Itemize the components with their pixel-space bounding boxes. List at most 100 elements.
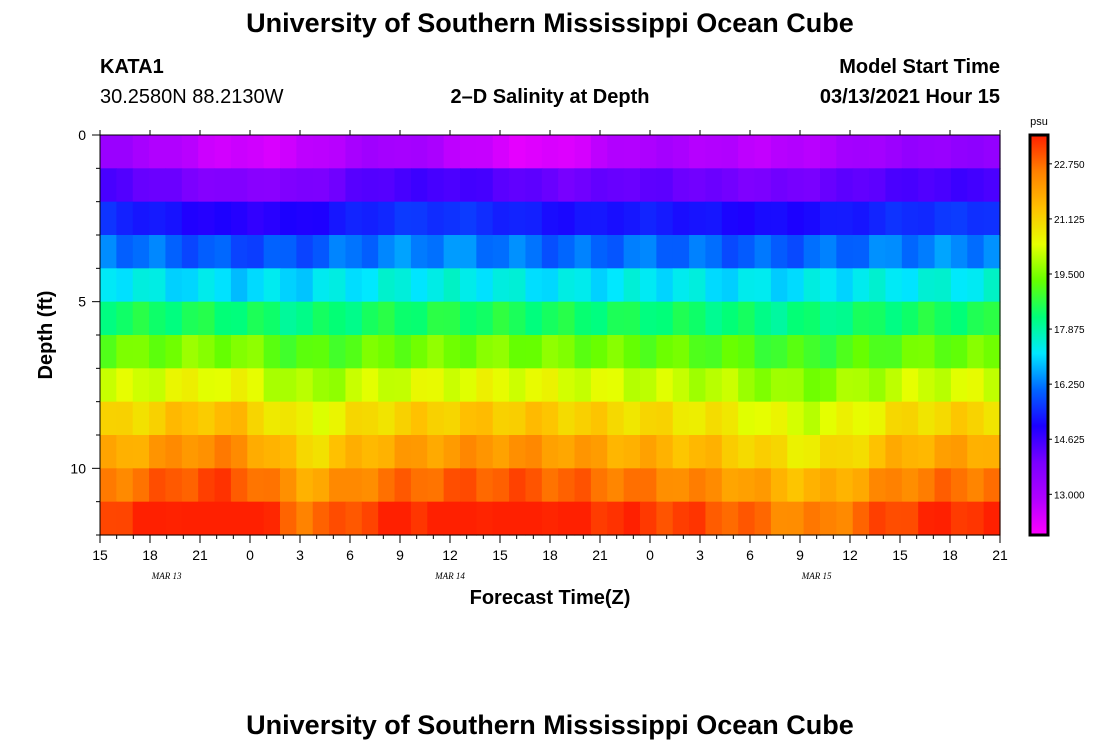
heatmap-cell: [476, 235, 494, 269]
heatmap-cell: [852, 301, 870, 336]
heatmap-cell: [983, 301, 1001, 336]
heatmap-cell: [590, 135, 608, 169]
heatmap-cell: [754, 201, 772, 236]
heatmap-cell: [640, 335, 657, 369]
heatmap-cell: [132, 401, 150, 436]
heatmap-cell: [165, 168, 183, 203]
heatmap-cell: [640, 468, 657, 503]
heatmap-cell: [721, 501, 739, 536]
x-tick-label: 21: [592, 547, 608, 563]
heatmap-cell: [607, 368, 625, 403]
heatmap-cell: [689, 468, 707, 503]
heatmap-cell: [410, 501, 428, 536]
heatmap-cell: [967, 335, 985, 369]
heatmap-cell: [672, 135, 690, 169]
heatmap-cell: [656, 401, 674, 436]
heatmap-cell: [803, 468, 821, 503]
date-label: MAR 14: [434, 571, 465, 581]
heatmap-cell: [672, 501, 690, 536]
heatmap-cell: [689, 435, 707, 469]
heatmap-cell: [934, 268, 952, 303]
x-tick-label: 0: [646, 547, 654, 563]
heatmap-cell: [803, 301, 821, 336]
x-tick-label: 0: [246, 547, 254, 563]
heatmap-cell: [410, 401, 428, 436]
heatmap-cell: [983, 335, 1001, 369]
heatmap-cell: [410, 301, 428, 336]
heatmap-cell: [672, 335, 690, 369]
heatmap-cell: [525, 401, 543, 436]
heatmap-cell: [149, 268, 167, 303]
heatmap-cell: [427, 235, 445, 269]
heatmap-cell: [181, 435, 199, 469]
heatmap-cell: [214, 435, 232, 469]
heatmap-cell: [296, 301, 314, 336]
heatmap-cell: [983, 135, 1001, 169]
heatmap-cell: [918, 235, 936, 269]
x-tick-label: 18: [542, 547, 558, 563]
colorbar-tick-label: 14.625: [1054, 435, 1085, 446]
heatmap-cell: [770, 201, 788, 236]
heatmap-cell: [590, 168, 608, 203]
heatmap-cell: [852, 135, 870, 169]
heatmap-cell: [901, 168, 919, 203]
heatmap-cell: [901, 435, 919, 469]
colorbar: psu 13.000 14.625 16.250 17.875 19.500 21.125 2…: [1028, 116, 1085, 537]
heatmap-cell: [574, 268, 592, 303]
heatmap-cell: [738, 401, 756, 436]
heatmap-cell: [476, 268, 494, 303]
heatmap-cell: [901, 335, 919, 369]
heatmap-cell: [312, 201, 330, 236]
heatmap-cell: [869, 435, 887, 469]
heatmap-cell: [149, 135, 167, 169]
heatmap-cell: [361, 201, 379, 236]
x-tick-label: 18: [142, 547, 158, 563]
heatmap-cells: [100, 135, 1001, 536]
heatmap-cell: [230, 401, 248, 436]
heatmap-cell: [754, 501, 772, 536]
heatmap-cell: [312, 368, 330, 403]
heatmap-cell: [738, 501, 756, 536]
heatmap-cell: [918, 501, 936, 536]
heatmap-cell: [770, 335, 788, 369]
heatmap-cell: [329, 401, 347, 436]
heatmap-cell: [738, 301, 756, 336]
heatmap-cell: [967, 501, 985, 536]
heatmap-cell: [689, 368, 707, 403]
heatmap-cell: [198, 335, 216, 369]
heatmap-cell: [689, 335, 707, 369]
heatmap-cell: [460, 401, 477, 436]
heatmap-cell: [443, 201, 461, 236]
heatmap-cell: [230, 501, 248, 536]
heatmap-cell: [476, 435, 494, 469]
heatmap-cell: [934, 235, 952, 269]
heatmap-cell: [492, 501, 510, 536]
heatmap-cell: [394, 235, 412, 269]
heatmap-cell: [394, 135, 412, 169]
heatmap-cell: [116, 168, 134, 203]
heatmap-cell: [329, 435, 347, 469]
heatmap-cell: [296, 268, 314, 303]
heatmap-cell: [770, 168, 788, 203]
heatmap-cell: [100, 135, 117, 169]
heatmap-cell: [885, 268, 903, 303]
heatmap-cell: [738, 135, 756, 169]
heatmap-cell: [509, 401, 527, 436]
heatmap-cell: [410, 235, 428, 269]
heatmap-cell: [918, 201, 936, 236]
heatmap-cell: [492, 435, 510, 469]
y-tick-label: 0: [78, 127, 86, 143]
heatmap-cell: [541, 168, 559, 203]
heatmap-cell: [590, 501, 608, 536]
heatmap-cell: [296, 435, 314, 469]
heatmap-cell: [116, 335, 134, 369]
heatmap-cell: [754, 268, 772, 303]
heatmap-cell: [100, 401, 117, 436]
heatmap-cell: [803, 368, 821, 403]
colorbar-tick-label: 16.250: [1054, 380, 1085, 391]
heatmap-cell: [607, 301, 625, 336]
heatmap-cell: [329, 368, 347, 403]
heatmap-cell: [198, 301, 216, 336]
heatmap-cell: [869, 201, 887, 236]
heatmap-cell: [574, 335, 592, 369]
